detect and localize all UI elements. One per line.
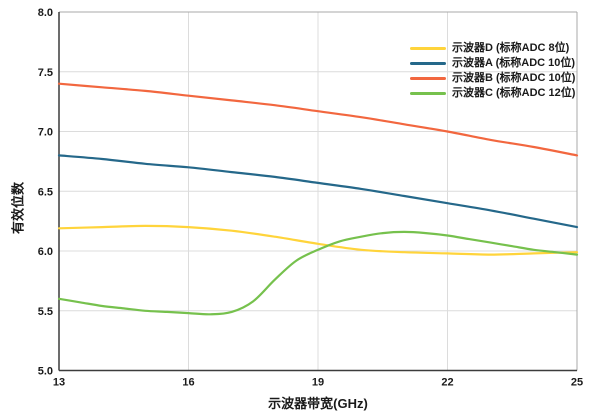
y-tick-label-7.0: 7.0 xyxy=(38,127,53,139)
x-axis-title: 示波器带宽(GHz) xyxy=(268,396,368,411)
x-tick-label-13: 13 xyxy=(53,377,65,389)
series-line-3 xyxy=(57,230,579,316)
y-tick-label-6.0: 6.0 xyxy=(38,246,53,258)
legend-label: 示波器D (标称ADC 8位) xyxy=(452,42,570,54)
legend-label: 示波器C (标称ADC 12位) xyxy=(452,87,576,99)
series-line-1 xyxy=(57,154,579,229)
legend-item-3: 示波器C (标称ADC 12位) xyxy=(410,86,575,101)
legend-swatch-icon xyxy=(410,62,446,65)
y-tick-label-8.0: 8.0 xyxy=(38,7,53,19)
legend-swatch-icon xyxy=(410,92,446,95)
legend-item-1: 示波器A (标称ADC 10位) xyxy=(410,56,575,71)
x-tick-label-19: 19 xyxy=(312,377,324,389)
legend-label: 示波器B (标称ADC 10位) xyxy=(452,72,576,84)
y-tick-label-6.5: 6.5 xyxy=(38,186,53,198)
legend-swatch-icon xyxy=(410,77,446,80)
y-tick-label-5.0: 5.0 xyxy=(38,366,53,378)
legend-item-0: 示波器D (标称ADC 8位) xyxy=(410,41,575,56)
y-tick-label-5.5: 5.5 xyxy=(38,306,53,318)
x-tick-label-25: 25 xyxy=(571,377,583,389)
series-line-0 xyxy=(57,224,579,256)
x-tick-label-22: 22 xyxy=(441,377,453,389)
series-line-2 xyxy=(57,82,579,157)
y-axis-title: 有效位数 xyxy=(10,181,26,235)
y-tick-label-7.5: 7.5 xyxy=(38,67,53,79)
x-tick-label-16: 16 xyxy=(182,377,194,389)
legend-item-2: 示波器B (标称ADC 10位) xyxy=(410,71,575,86)
legend-swatch-icon xyxy=(410,47,446,50)
legend-label: 示波器A (标称ADC 10位) xyxy=(452,57,576,69)
legend: 示波器D (标称ADC 8位) 示波器A (标称ADC 10位) 示波器B (标称A… xyxy=(410,41,575,101)
